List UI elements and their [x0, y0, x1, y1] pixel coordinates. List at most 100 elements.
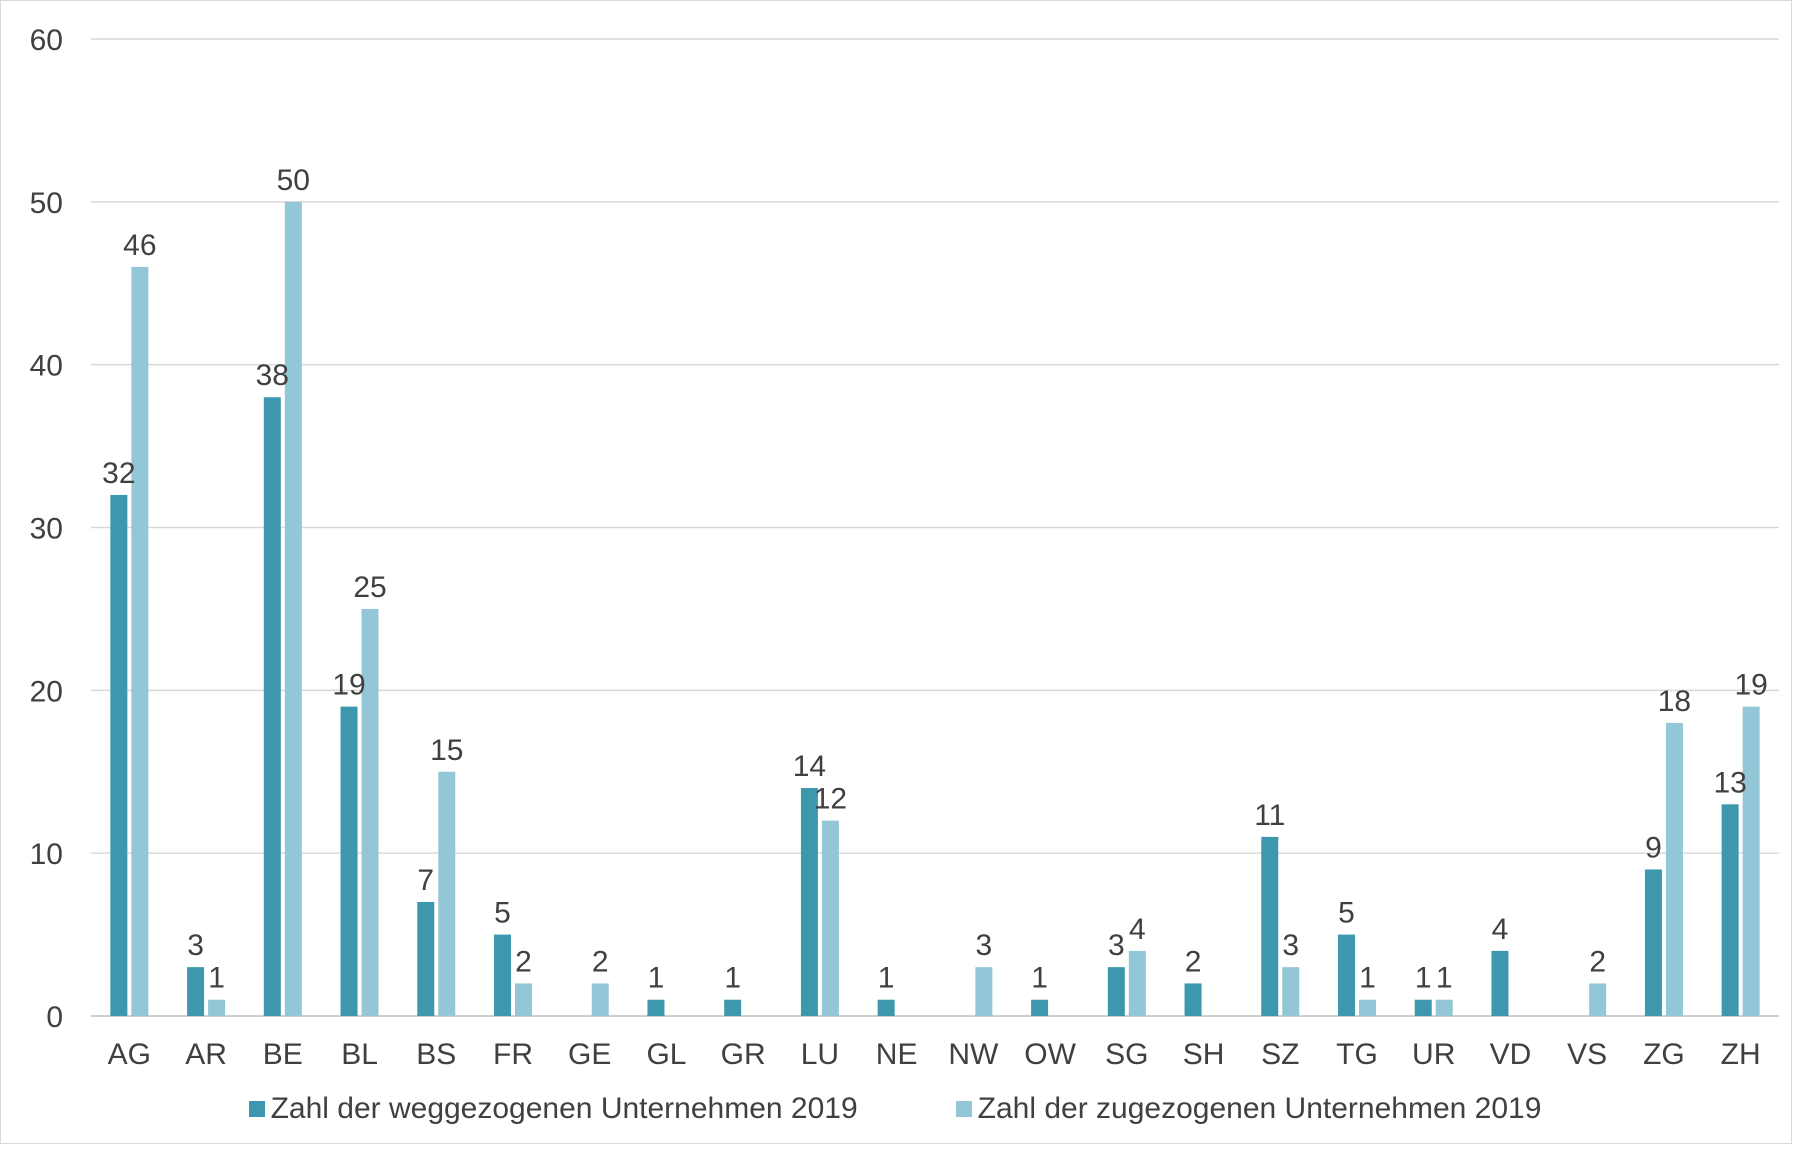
bar-ar-weggezogen[interactable]: [187, 967, 205, 1016]
data-label-bs-zugezogen: 15: [430, 734, 463, 767]
bar-sz-weggezogen[interactable]: [1261, 836, 1279, 1016]
bar-sg-zugezogen[interactable]: [1128, 950, 1146, 1016]
x-tick-label-be: BE: [263, 1038, 303, 1071]
y-tick-label: 50: [30, 187, 63, 220]
x-tick-label-ge: GE: [568, 1038, 611, 1071]
x-tick-label-gr: GR: [721, 1038, 766, 1071]
data-label-ar-zugezogen: 1: [208, 962, 225, 995]
data-label-sz-zugezogen: 3: [1282, 929, 1299, 962]
data-label-ar-weggezogen: 3: [187, 929, 204, 962]
bar-fr-zugezogen[interactable]: [515, 983, 532, 1016]
bar-sg-weggezogen[interactable]: [1107, 967, 1125, 1016]
data-label-tg-zugezogen: 1: [1359, 962, 1376, 995]
data-label-vs-zugezogen: 2: [1589, 945, 1606, 978]
legend-label-weggezogen: Zahl der weggezogenen Unternehmen 2019: [270, 1092, 858, 1125]
x-tick-label-vd: VD: [1490, 1038, 1532, 1071]
data-label-sz-weggezogen: 11: [1254, 799, 1285, 832]
bar-sh-weggezogen[interactable]: [1184, 983, 1202, 1016]
bar-zg-zugezogen[interactable]: [1665, 722, 1683, 1016]
x-tick-label-zg: ZG: [1643, 1038, 1685, 1071]
data-label-ge-zugezogen: 2: [592, 945, 609, 978]
y-tick-label: 30: [30, 513, 63, 546]
bar-ow-weggezogen[interactable]: [1031, 999, 1049, 1016]
x-tick-label-nw: NW: [948, 1038, 999, 1071]
x-tick-label-tg: TG: [1336, 1038, 1378, 1071]
data-label-zh-zugezogen: 19: [1734, 669, 1767, 702]
bar-zg-weggezogen[interactable]: [1644, 869, 1662, 1016]
data-label-lu-weggezogen: 14: [793, 750, 826, 783]
bar-be-zugezogen[interactable]: [284, 201, 302, 1017]
data-label-fr-weggezogen: 5: [494, 897, 511, 930]
bars: [110, 201, 1760, 1017]
x-tick-label-zh: ZH: [1721, 1038, 1761, 1071]
x-tick-label-fr: FR: [493, 1038, 533, 1071]
bar-ne-weggezogen[interactable]: [877, 999, 895, 1016]
data-label-sh-weggezogen: 2: [1185, 945, 1202, 978]
x-tick-label-bl: BL: [341, 1038, 378, 1071]
legend-item-zugezogen[interactable]: Zahl der zugezogenen Unternehmen 2019: [955, 1092, 1542, 1126]
y-tick-label: 10: [30, 838, 63, 871]
bar-ur-weggezogen[interactable]: [1414, 999, 1432, 1016]
bar-ge-zugezogen[interactable]: [591, 983, 609, 1016]
data-label-zg-zugezogen: 18: [1658, 685, 1691, 718]
bar-bs-weggezogen[interactable]: [417, 902, 435, 1016]
data-label-lu-zugezogen: 12: [814, 783, 847, 816]
data-label-be-weggezogen: 38: [256, 359, 289, 392]
data-label-fr-zugezogen: 2: [515, 945, 532, 978]
data-label-gr-weggezogen: 1: [724, 962, 741, 995]
x-tick-label-sz: SZ: [1261, 1038, 1299, 1071]
bar-lu-zugezogen[interactable]: [821, 820, 839, 1016]
data-label-sg-zugezogen: 4: [1129, 913, 1146, 946]
data-label-ow-weggezogen: 1: [1031, 962, 1048, 995]
bar-vd-weggezogen[interactable]: [1491, 950, 1509, 1016]
bar-gl-weggezogen[interactable]: [647, 999, 665, 1016]
bar-bl-zugezogen[interactable]: [361, 608, 379, 1016]
data-label-ag-weggezogen: 32: [102, 457, 135, 490]
legend-label-zugezogen: Zahl der zugezogenen Unternehmen 2019: [977, 1092, 1542, 1125]
bar-ag-zugezogen[interactable]: [131, 266, 149, 1016]
y-axis-ticks: 0 10 20 30 40 50 60: [30, 24, 63, 1034]
legend-swatch-zugezogen: [955, 1101, 972, 1117]
bar-tg-weggezogen[interactable]: [1338, 934, 1355, 1016]
x-tick-label-ag: AG: [108, 1038, 151, 1071]
data-label-bs-weggezogen: 7: [417, 864, 434, 897]
bar-ag-weggezogen[interactable]: [110, 494, 128, 1016]
legend-swatch-weggezogen: [248, 1101, 265, 1117]
bar-nw-zugezogen[interactable]: [975, 967, 993, 1016]
bar-zh-weggezogen[interactable]: [1721, 804, 1739, 1016]
data-label-sg-weggezogen: 3: [1108, 929, 1125, 962]
y-tick-label: 60: [30, 24, 63, 57]
bar-bl-weggezogen[interactable]: [340, 706, 358, 1016]
bar-sz-zugezogen[interactable]: [1282, 967, 1300, 1016]
bar-gr-weggezogen[interactable]: [724, 999, 742, 1016]
bar-ar-zugezogen[interactable]: [208, 999, 226, 1016]
data-label-gl-weggezogen: 1: [648, 962, 665, 995]
bar-vs-zugezogen[interactable]: [1589, 983, 1607, 1016]
bar-tg-zugezogen[interactable]: [1359, 999, 1376, 1016]
data-label-bl-weggezogen: 19: [332, 669, 365, 702]
x-tick-label-ar: AR: [185, 1038, 227, 1071]
x-tick-label-ow: OW: [1024, 1038, 1076, 1071]
bar-fr-weggezogen[interactable]: [494, 934, 511, 1016]
bar-be-weggezogen[interactable]: [263, 397, 281, 1016]
y-tick-label: 40: [30, 350, 63, 383]
x-tick-label-bs: BS: [416, 1038, 456, 1071]
x-tick-label-sg: SG: [1105, 1038, 1148, 1071]
x-tick-label-ne: NE: [876, 1038, 918, 1071]
bar-lu-weggezogen[interactable]: [800, 788, 818, 1016]
data-label-ag-zugezogen: 46: [123, 229, 156, 262]
data-label-vd-weggezogen: 4: [1492, 913, 1509, 946]
legend-item-weggezogen[interactable]: Zahl der weggezogenen Unternehmen 2019: [248, 1092, 858, 1126]
bar-bs-zugezogen[interactable]: [438, 771, 456, 1016]
x-tick-label-ur: UR: [1412, 1038, 1455, 1071]
x-axis-ticks: AG AR BE BL BS FR GE GL GR LU NE NW OW SG SH SZ TG UR VD VS…: [108, 1038, 1761, 1071]
data-label-ne-weggezogen: 1: [878, 962, 895, 995]
bar-zh-zugezogen[interactable]: [1742, 706, 1760, 1016]
bar-ur-zugezogen[interactable]: [1435, 999, 1453, 1016]
x-tick-label-vs: VS: [1567, 1038, 1607, 1071]
data-label-zh-weggezogen: 13: [1713, 766, 1746, 799]
data-label-nw-zugezogen: 3: [976, 929, 993, 962]
